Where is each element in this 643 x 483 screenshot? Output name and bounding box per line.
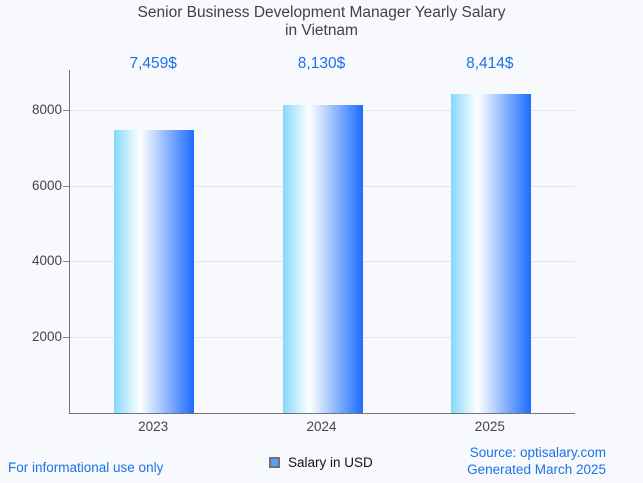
x-axis-label-2025: 2025: [474, 419, 505, 434]
x-axis-label-2024: 2024: [306, 419, 337, 434]
bar-2024[interactable]: [282, 104, 363, 413]
bar-2023[interactable]: [114, 130, 195, 413]
y-tick-2000: [63, 337, 69, 339]
disclaimer-text: For informational use only: [8, 460, 164, 475]
value-label-2025: 8,414$: [466, 55, 514, 72]
legend-swatch: [269, 457, 280, 468]
value-label-2023: 7,459$: [129, 55, 177, 72]
y-tick-8000: [63, 109, 69, 111]
legend: Salary in USD: [269, 455, 373, 470]
chart-title-line1: Senior Business Development Manager Year…: [137, 4, 506, 21]
y-axis-label-6000: 6000: [31, 177, 62, 193]
legend-label: Salary in USD: [288, 455, 373, 470]
source-text: Source: optisalary.com: [469, 445, 606, 460]
y-tick-6000: [63, 185, 69, 187]
generated-text: Generated March 2025: [467, 461, 606, 477]
x-axis-label-2023: 2023: [138, 419, 169, 434]
chart-title-line2: in Vietnam: [285, 21, 358, 39]
source-block: Source: optisalary.com Generated March 2…: [467, 445, 606, 478]
y-axis-label-4000: 4000: [31, 253, 62, 269]
y-tick-4000: [63, 261, 69, 263]
y-axis-label-8000: 8000: [31, 101, 62, 117]
plot-area: [69, 70, 575, 414]
y-axis-label-2000: 2000: [31, 329, 62, 345]
chart-title: Senior Business Development Manager Year…: [0, 4, 643, 39]
value-label-2024: 8,130$: [297, 55, 346, 72]
bar-2025[interactable]: [450, 94, 531, 413]
